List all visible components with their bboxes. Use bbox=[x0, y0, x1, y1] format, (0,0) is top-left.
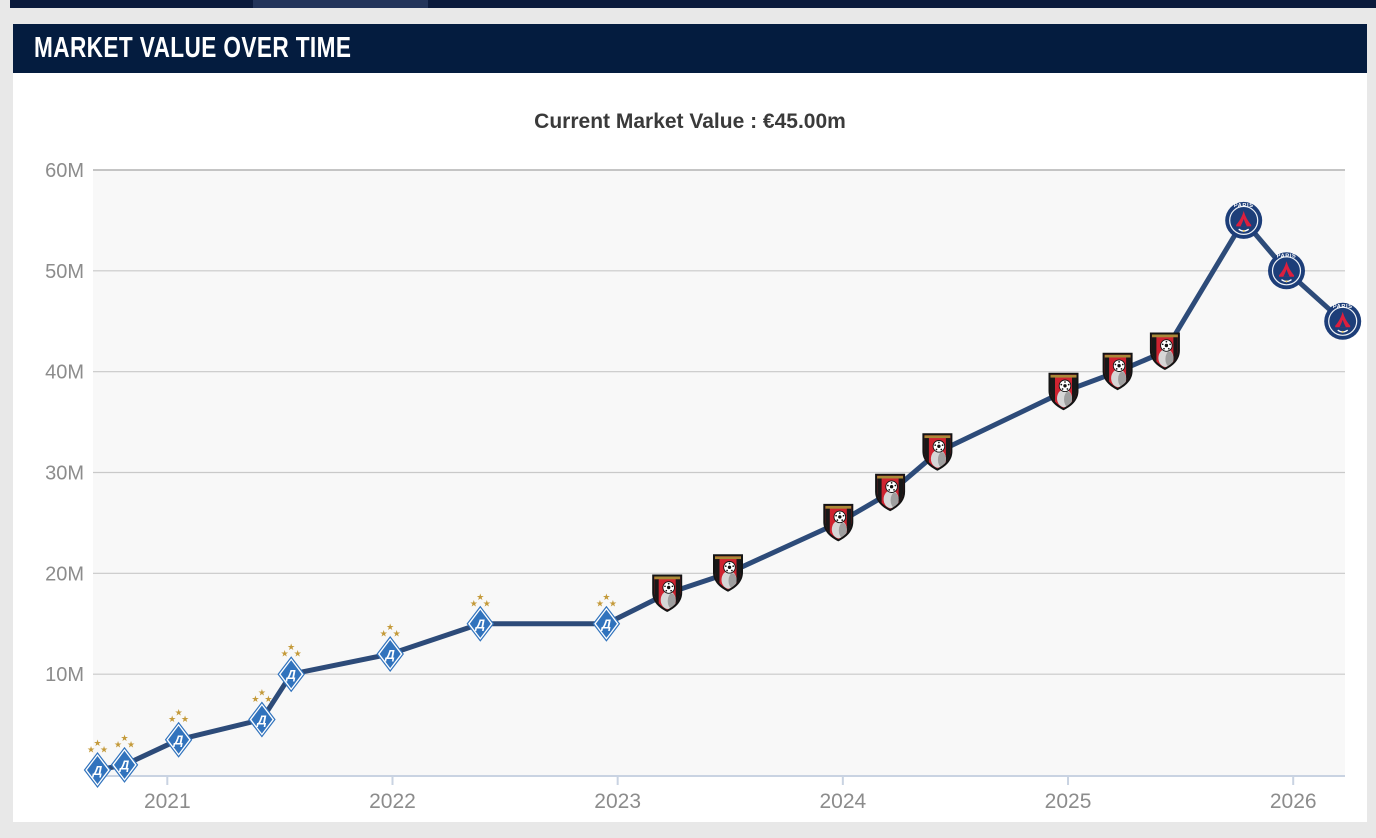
psg-crest-icon: PARIS bbox=[1324, 302, 1362, 340]
dynamo-kyiv-crest-icon: ★★ ★Д bbox=[592, 592, 621, 642]
championship-star-icon: ★ bbox=[294, 649, 302, 659]
y-axis-tick-label: 60M bbox=[45, 160, 84, 182]
y-axis-tick-label: 10M bbox=[45, 664, 84, 686]
championship-star-icon: ★ bbox=[168, 714, 176, 724]
championship-star-icon: ★ bbox=[175, 708, 183, 718]
svg-text:Д: Д bbox=[92, 763, 103, 778]
afc-bournemouth-crest-icon bbox=[875, 473, 906, 512]
data-point-dynamo-kyiv[interactable]: ★★ ★Д bbox=[164, 708, 193, 758]
market-value-chart: 60M 50M 40M 30M 20M 10M 2021 2022 2023 2024 2025 20… bbox=[45, 160, 1362, 813]
championship-star-icon: ★ bbox=[264, 694, 272, 704]
dynamo-kyiv-crest-icon: ★★ ★Д bbox=[466, 592, 495, 642]
x-axis-tick-label: 2026 bbox=[1270, 790, 1317, 813]
data-point-dynamo-kyiv[interactable]: ★★ ★Д bbox=[110, 733, 139, 783]
data-point-dynamo-kyiv[interactable]: ★★ ★Д bbox=[83, 738, 112, 788]
browser-top-strip bbox=[0, 0, 1376, 8]
data-point-paris-saint-germain[interactable]: PARIS bbox=[1268, 252, 1305, 290]
data-point-dynamo-kyiv[interactable]: ★★ ★Д bbox=[376, 622, 404, 672]
market-value-card: MARKET VALUE OVER TIME Current Market Va… bbox=[13, 24, 1367, 822]
svg-text:Д: Д bbox=[385, 647, 396, 662]
y-axis-tick-label: 20M bbox=[45, 563, 84, 585]
championship-star-icon: ★ bbox=[380, 629, 388, 639]
data-point-dynamo-kyiv[interactable]: ★★ ★Д bbox=[248, 688, 276, 738]
psg-crest-icon: PARIS bbox=[1268, 252, 1305, 290]
top-strip-segment bbox=[428, 0, 1376, 8]
championship-star-icon: ★ bbox=[181, 714, 189, 724]
page-title: MARKET VALUE OVER TIME bbox=[34, 32, 352, 64]
x-axis-tick-label: 2025 bbox=[1045, 790, 1092, 813]
y-axis-tick-label: 50M bbox=[45, 261, 84, 283]
data-point-dynamo-kyiv[interactable]: ★★ ★Д bbox=[466, 592, 495, 642]
afc-bournemouth-crest-icon bbox=[823, 503, 854, 542]
championship-star-icon: ★ bbox=[114, 739, 122, 749]
y-axis-tick-label: 40M bbox=[45, 362, 84, 384]
data-point-dynamo-kyiv[interactable]: ★★ ★Д bbox=[592, 592, 621, 642]
championship-star-icon: ★ bbox=[602, 592, 610, 602]
y-axis-tick-label: 30M bbox=[45, 463, 84, 485]
x-axis-tick-label: 2021 bbox=[144, 790, 191, 813]
current-market-value-title: Current Market Value : €45.00m bbox=[534, 110, 846, 133]
championship-star-icon: ★ bbox=[596, 598, 604, 608]
afc-bournemouth-crest-icon bbox=[1102, 352, 1133, 391]
x-axis-tick-label: 2023 bbox=[594, 790, 641, 813]
svg-text:Д: Д bbox=[601, 617, 612, 632]
afc-bournemouth-crest-icon bbox=[1149, 332, 1180, 370]
dynamo-kyiv-crest-icon: ★★ ★Д bbox=[277, 642, 305, 693]
data-point-afc-bournemouth[interactable] bbox=[922, 433, 953, 471]
data-point-afc-bournemouth[interactable] bbox=[823, 503, 854, 542]
championship-star-icon: ★ bbox=[93, 738, 101, 748]
x-axis-tick-label: 2022 bbox=[369, 790, 416, 813]
dynamo-kyiv-crest-icon: ★★ ★Д bbox=[376, 622, 404, 672]
championship-star-icon: ★ bbox=[100, 745, 108, 755]
svg-text:PARIS: PARIS bbox=[1333, 304, 1353, 310]
championship-star-icon: ★ bbox=[386, 622, 394, 632]
championship-star-icon: ★ bbox=[609, 598, 617, 608]
data-point-afc-bournemouth[interactable] bbox=[875, 473, 906, 512]
dynamo-kyiv-crest-icon: ★★ ★Д bbox=[164, 708, 193, 758]
data-point-afc-bournemouth[interactable] bbox=[1048, 372, 1079, 411]
dynamo-kyiv-crest-icon: ★★ ★Д bbox=[110, 733, 139, 783]
data-point-paris-saint-germain[interactable]: PARIS bbox=[1225, 201, 1263, 239]
top-strip-segment bbox=[253, 0, 428, 8]
championship-star-icon: ★ bbox=[287, 642, 295, 652]
afc-bournemouth-crest-icon bbox=[713, 554, 743, 592]
afc-bournemouth-crest-icon bbox=[1048, 372, 1079, 411]
championship-star-icon: ★ bbox=[393, 629, 401, 639]
x-axis-tick-label: 2024 bbox=[819, 790, 866, 813]
svg-text:PARIS: PARIS bbox=[1234, 203, 1254, 209]
data-point-afc-bournemouth[interactable] bbox=[713, 554, 743, 592]
championship-star-icon: ★ bbox=[127, 739, 135, 749]
top-strip-segment bbox=[10, 0, 253, 8]
data-point-paris-saint-germain[interactable]: PARIS bbox=[1324, 302, 1362, 340]
afc-bournemouth-crest-icon bbox=[922, 433, 953, 471]
afc-bournemouth-crest-icon bbox=[652, 574, 683, 612]
championship-star-icon: ★ bbox=[281, 649, 289, 659]
championship-star-icon: ★ bbox=[87, 745, 95, 755]
svg-text:Д: Д bbox=[475, 617, 486, 632]
championship-star-icon: ★ bbox=[258, 688, 266, 698]
championship-star-icon: ★ bbox=[483, 598, 491, 608]
svg-text:PARIS: PARIS bbox=[1277, 254, 1297, 260]
championship-star-icon: ★ bbox=[476, 592, 484, 602]
championship-star-icon: ★ bbox=[120, 733, 128, 743]
championship-star-icon: ★ bbox=[470, 598, 478, 608]
svg-text:Д: Д bbox=[173, 733, 184, 748]
data-point-dynamo-kyiv[interactable]: ★★ ★Д bbox=[277, 642, 305, 693]
data-point-afc-bournemouth[interactable] bbox=[652, 574, 683, 613]
svg-text:Д: Д bbox=[286, 667, 297, 682]
svg-text:Д: Д bbox=[119, 758, 130, 773]
psg-crest-icon: PARIS bbox=[1225, 201, 1263, 239]
dynamo-kyiv-crest-icon: ★★ ★Д bbox=[83, 738, 112, 788]
card-header: MARKET VALUE OVER TIME bbox=[13, 24, 1367, 73]
championship-star-icon: ★ bbox=[251, 694, 259, 704]
data-point-afc-bournemouth[interactable] bbox=[1102, 352, 1133, 391]
dynamo-kyiv-crest-icon: ★★ ★Д bbox=[248, 688, 276, 738]
data-point-afc-bournemouth[interactable] bbox=[1149, 332, 1180, 371]
svg-text:Д: Д bbox=[256, 712, 267, 727]
